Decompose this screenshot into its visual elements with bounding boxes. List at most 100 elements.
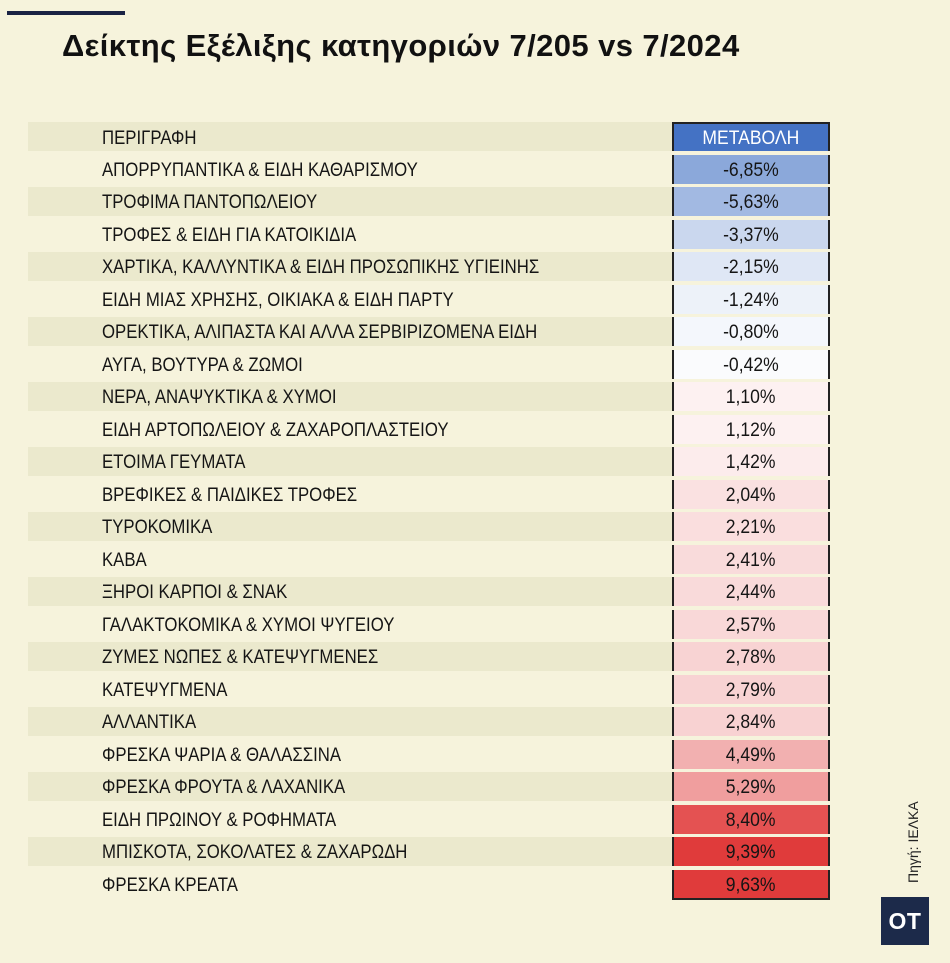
table-row: ΖΥΜΕΣ ΝΩΠΕΣ & ΚΑΤΕΨΥΓΜΕΝΕΣ 2,78% <box>28 642 830 671</box>
change-value-cell: -1,24% <box>672 284 830 314</box>
category-label: ΕΙΔΗ ΑΡΤΟΠΩΛΕΙΟΥ & ΖΑΧΑΡΟΠΛΑΣΤΕΙΟΥ <box>102 418 449 441</box>
change-value-cell: -0,80% <box>672 317 830 346</box>
row-stripe <box>28 187 672 216</box>
change-value-cell: 2,04% <box>672 479 830 509</box>
category-label: ΑΠΟΡΡΥΠΑΝΤΙΚΑ & ΕΙΔΗ ΚΑΘΑΡΙΣΜΟΥ <box>102 158 418 181</box>
row-stripe <box>28 512 672 541</box>
change-value: -3,37% <box>723 223 779 246</box>
change-value: 2,21% <box>726 516 776 538</box>
change-value: 2,57% <box>726 613 776 636</box>
change-value-cell: 8,40% <box>672 804 830 834</box>
table-row: ΕΙΔΗ ΜΙΑΣ ΧΡΗΣΗΣ, ΟΙΚΙΑΚΑ & ΕΙΔΗ ΠΑΡΤΥ -1… <box>28 284 830 314</box>
header-description: ΠΕΡΙΓΡΑΦΗ <box>102 127 197 149</box>
change-value: -6,85% <box>723 158 779 181</box>
category-label: ΝΕΡΑ, ΑΝΑΨΥΚΤΙΚΑ & ΧΥΜΟΙ <box>102 386 337 408</box>
change-value: 9,63% <box>726 873 776 896</box>
table-row: ΤΥΡΟΚΟΜΙΚΑ 2,21% <box>28 512 830 541</box>
category-label: ΕΤΟΙΜΑ ΓΕΥΜΑΤΑ <box>102 451 246 473</box>
category-label: ΤΡΟΦΕΣ & ΕΙΔΗ ΓΙΑ ΚΑΤΟΙΚΙΔΙΑ <box>102 223 357 246</box>
change-value-cell: 2,78% <box>672 642 830 671</box>
category-label: ΖΥΜΕΣ ΝΩΠΕΣ & ΚΑΤΕΨΥΓΜΕΝΕΣ <box>102 646 379 668</box>
change-value-cell: 4,49% <box>672 739 830 769</box>
change-value: -0,42% <box>723 353 779 376</box>
change-value-cell: 1,42% <box>672 447 830 476</box>
category-label: ΞΗΡΟΙ ΚΑΡΠΟΙ & ΣΝΑΚ <box>102 581 288 603</box>
table-row: ΚΑΤΕΨΥΓΜΕΝΑ 2,79% <box>28 674 830 704</box>
table-row: ΕΙΔΗ ΠΡΩΙΝΟΥ & ΡΟΦΗΜΑΤΑ 8,40% <box>28 804 830 834</box>
category-label: ΤΥΡΟΚΟΜΙΚΑ <box>102 516 213 538</box>
change-value: 4,49% <box>726 743 776 766</box>
change-value-cell: 2,84% <box>672 707 830 736</box>
category-label: ΑΥΓΑ, ΒΟΥΤΥΡΑ & ΖΩΜΟΙ <box>102 353 303 376</box>
table-row: ΤΡΟΦΙΜΑ ΠΑΝΤΟΠΩΛΕΙΟΥ -5,63% <box>28 187 830 216</box>
category-label: ΓΑΛΑΚΤΟΚΟΜΙΚΑ & ΧΥΜΟΙ ΨΥΓΕΙΟΥ <box>102 613 395 636</box>
change-value: 9,39% <box>726 841 776 863</box>
change-value: -1,24% <box>723 288 779 311</box>
table-row: ΚΑΒΑ 2,41% <box>28 544 830 574</box>
category-label: ΦΡΕΣΚΑ ΦΡΟΥΤΑ & ΛΑΧΑΝΙΚΑ <box>102 776 346 798</box>
change-value-cell: 2,21% <box>672 512 830 541</box>
category-label: ΟΡΕΚΤΙΚΑ, ΑΛΙΠΑΣΤΑ ΚΑΙ ΑΛΛΑ ΣΕΡΒΙΡΙΖΟΜΕΝ… <box>102 321 538 343</box>
category-label: ΧΑΡΤΙΚΑ, ΚΑΛΛΥΝΤΙΚΑ & ΕΙΔΗ ΠΡΟΣΩΠΙΚΗΣ ΥΓ… <box>102 256 540 278</box>
change-value-cell: 2,41% <box>672 544 830 574</box>
table-row: ΧΑΡΤΙΚΑ, ΚΑΛΛΥΝΤΙΚΑ & ΕΙΔΗ ΠΡΟΣΩΠΙΚΗΣ ΥΓ… <box>28 252 830 281</box>
change-value-cell: 2,79% <box>672 674 830 704</box>
change-value: 1,42% <box>726 451 776 473</box>
page-title: Δείκτης Εξέλιξης κατηγοριών 7/205 vs 7/2… <box>62 28 740 63</box>
change-value: 2,44% <box>726 581 776 603</box>
change-value-cell: 2,44% <box>672 577 830 606</box>
change-value-cell: 1,12% <box>672 414 830 444</box>
table-row: ΝΕΡΑ, ΑΝΑΨΥΚΤΙΚΑ & ΧΥΜΟΙ 1,10% <box>28 382 830 411</box>
change-value: 8,40% <box>726 808 776 831</box>
table-row: ΑΛΛΑΝΤΙΚΑ 2,84% <box>28 707 830 736</box>
category-label: ΑΛΛΑΝΤΙΚΑ <box>102 711 197 733</box>
change-value-cell: -6,85% <box>672 154 830 184</box>
row-stripe <box>28 317 672 346</box>
table-row: ΑΥΓΑ, ΒΟΥΤΥΡΑ & ΖΩΜΟΙ -0,42% <box>28 349 830 379</box>
category-label: ΕΙΔΗ ΜΙΑΣ ΧΡΗΣΗΣ, ΟΙΚΙΑΚΑ & ΕΙΔΗ ΠΑΡΤΥ <box>102 288 454 311</box>
category-label: ΕΙΔΗ ΠΡΩΙΝΟΥ & ΡΟΦΗΜΑΤΑ <box>102 808 337 831</box>
table-row: ΟΡΕΚΤΙΚΑ, ΑΛΙΠΑΣΤΑ ΚΑΙ ΑΛΛΑ ΣΕΡΒΙΡΙΖΟΜΕΝ… <box>28 317 830 346</box>
table-row: ΓΑΛΑΚΤΟΚΟΜΙΚΑ & ΧΥΜΟΙ ΨΥΓΕΙΟΥ 2,57% <box>28 609 830 639</box>
change-value-cell: -5,63% <box>672 187 830 216</box>
change-value-cell: 9,63% <box>672 869 830 900</box>
change-value: 2,41% <box>726 548 776 571</box>
row-stripe <box>28 447 672 476</box>
change-value-cell: 1,10% <box>672 382 830 411</box>
table-row: ΤΡΟΦΕΣ & ΕΙΔΗ ΓΙΑ ΚΑΤΟΙΚΙΔΙΑ -3,37% <box>28 219 830 249</box>
row-stripe <box>28 252 672 281</box>
category-label: ΒΡΕΦΙΚΕΣ & ΠΑΙΔΙΚΕΣ ΤΡΟΦΕΣ <box>102 483 358 506</box>
table-row: ΒΡΕΦΙΚΕΣ & ΠΑΙΔΙΚΕΣ ΤΡΟΦΕΣ 2,04% <box>28 479 830 509</box>
change-value: -0,80% <box>723 321 779 343</box>
category-label: ΜΠΙΣΚΟΤΑ, ΣΟΚΟΛΑΤΕΣ & ΖΑΧΑΡΩΔΗ <box>102 841 408 863</box>
change-value-cell: -2,15% <box>672 252 830 281</box>
header-change: ΜΕΤΑΒΟΛΗ <box>672 122 830 151</box>
change-value: 5,29% <box>726 776 776 798</box>
change-value-cell: -0,42% <box>672 349 830 379</box>
row-stripe <box>28 577 672 606</box>
table-row: ΦΡΕΣΚΑ ΦΡΟΥΤΑ & ΛΑΧΑΝΙΚΑ 5,29% <box>28 772 830 801</box>
category-label: ΚΑΤΕΨΥΓΜΕΝΑ <box>102 678 228 701</box>
category-label: ΦΡΕΣΚΑ ΚΡΕΑΤΑ <box>102 873 238 896</box>
change-value: 1,12% <box>726 418 776 441</box>
category-label: ΤΡΟΦΙΜΑ ΠΑΝΤΟΠΩΛΕΙΟΥ <box>102 191 318 213</box>
change-value-cell: 2,57% <box>672 609 830 639</box>
change-value-cell: 5,29% <box>672 772 830 801</box>
ot-logo: OT <box>881 897 929 945</box>
row-stripe <box>28 642 672 671</box>
row-stripe <box>28 772 672 801</box>
change-value-cell: 9,39% <box>672 837 830 866</box>
change-value-cell: -3,37% <box>672 219 830 249</box>
table-row: ΕΙΔΗ ΑΡΤΟΠΩΛΕΙΟΥ & ΖΑΧΑΡΟΠΛΑΣΤΕΙΟΥ 1,12% <box>28 414 830 444</box>
category-label: ΚΑΒΑ <box>102 548 147 571</box>
change-value: -5,63% <box>723 191 779 213</box>
change-value: 2,79% <box>726 678 776 701</box>
change-value: 2,84% <box>726 711 776 733</box>
table-row: ΦΡΕΣΚΑ ΨΑΡΙΑ & ΘΑΛΑΣΣΙΝΑ 4,49% <box>28 739 830 769</box>
row-stripe <box>28 382 672 411</box>
change-table: ΠΕΡΙΓΡΑΦΗ ΜΕΤΑΒΟΛΗ ΑΠΟΡΡΥΠΑΝΤΙΚΑ & ΕΙΔΗ … <box>28 122 830 902</box>
table-row: ΦΡΕΣΚΑ ΚΡΕΑΤΑ 9,63% <box>28 869 830 900</box>
table-row: ΞΗΡΟΙ ΚΑΡΠΟΙ & ΣΝΑΚ 2,44% <box>28 577 830 606</box>
source-note: Πηγή: ΙΕΛΚΑ <box>905 801 921 883</box>
category-label: ΦΡΕΣΚΑ ΨΑΡΙΑ & ΘΑΛΑΣΣΙΝΑ <box>102 743 342 766</box>
